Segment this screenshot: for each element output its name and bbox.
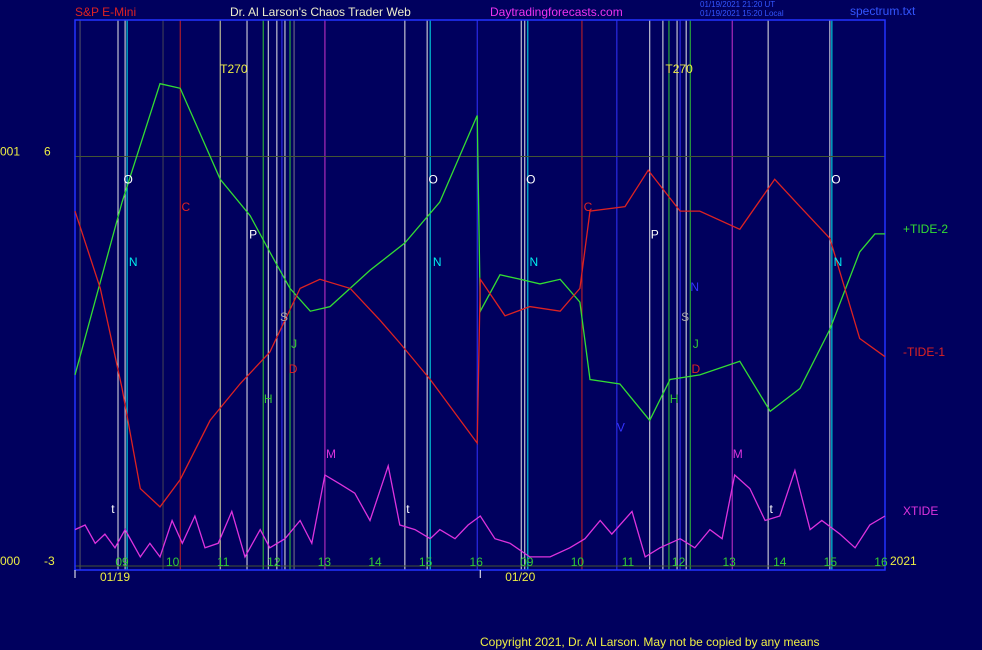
date-label: 01/20 xyxy=(505,570,535,584)
event-label: D xyxy=(691,362,700,376)
event-label: H xyxy=(670,392,679,406)
event-label: C xyxy=(181,200,190,214)
event-label: J xyxy=(693,337,699,351)
series-line xyxy=(74,463,886,559)
event-label: P xyxy=(651,227,659,241)
x-tick-label: 15 xyxy=(824,555,838,569)
x-tick-label: 15 xyxy=(419,555,433,569)
event-label: t xyxy=(769,502,773,516)
x-tick-label: 13 xyxy=(318,555,332,569)
event-label: S xyxy=(280,310,288,324)
x-tick-label: 16 xyxy=(874,555,888,569)
x-tick-label: 13 xyxy=(722,555,736,569)
x-tick-label: 09 xyxy=(520,555,534,569)
y-tick-label: -3 xyxy=(44,554,55,568)
timestamp: 01/19/2021 21:20 UT xyxy=(700,0,775,9)
year: 2021 xyxy=(890,554,917,568)
x-tick-label: 12 xyxy=(267,555,281,569)
timestamp: 01/19/2021 15:20 Local xyxy=(700,9,784,18)
event-label: O xyxy=(429,172,438,186)
site-title: Dr. Al Larson's Chaos Trader Web xyxy=(230,5,411,19)
x-tick-label: 14 xyxy=(773,555,787,569)
x-tick-label: 11 xyxy=(622,555,635,569)
x-tick-label: 11 xyxy=(217,555,230,569)
event-label: t xyxy=(111,502,115,516)
site-url: Daytradingforecasts.com xyxy=(490,5,623,19)
event-label: M xyxy=(326,447,336,461)
event-label: N xyxy=(433,255,442,269)
series-line xyxy=(74,169,886,508)
event-label: V xyxy=(617,420,625,434)
event-label: P xyxy=(249,227,257,241)
x-tick-label: 10 xyxy=(571,555,585,569)
series-label: +TIDE-2 xyxy=(903,222,948,236)
event-label: D xyxy=(289,362,298,376)
event-label: T270 xyxy=(220,62,248,76)
event-label: J xyxy=(291,337,297,351)
event-label: H xyxy=(264,392,273,406)
instrument: S&P E-Mini xyxy=(75,5,136,19)
event-label: O xyxy=(526,172,535,186)
event-label: N xyxy=(834,255,843,269)
event-label: N xyxy=(690,280,699,294)
y-scale-label: 000 xyxy=(0,554,20,568)
event-label: N xyxy=(129,255,138,269)
y-scale-label: 001 xyxy=(0,145,20,159)
event-label: t xyxy=(406,502,410,516)
x-tick-label: 09 xyxy=(115,555,129,569)
event-label: N xyxy=(530,255,539,269)
file-name: spectrum.txt xyxy=(850,4,916,18)
y-tick-label: 6 xyxy=(44,145,51,159)
event-label: O xyxy=(831,172,840,186)
series-line xyxy=(74,82,885,422)
event-label: O xyxy=(123,172,132,186)
event-label: C xyxy=(584,200,593,214)
date-label: 01/19 xyxy=(100,570,130,584)
series-label: -TIDE-1 xyxy=(903,345,945,359)
x-tick-label: 14 xyxy=(368,555,382,569)
event-label: T270 xyxy=(665,62,693,76)
copyright: Copyright 2021, Dr. Al Larson. May not b… xyxy=(480,635,820,649)
x-tick-label: 10 xyxy=(166,555,180,569)
event-label: S xyxy=(681,310,689,324)
series-label: XTIDE xyxy=(903,504,938,518)
x-tick-label: 12 xyxy=(672,555,686,569)
event-label: M xyxy=(733,447,743,461)
x-tick-label: 16 xyxy=(470,555,484,569)
